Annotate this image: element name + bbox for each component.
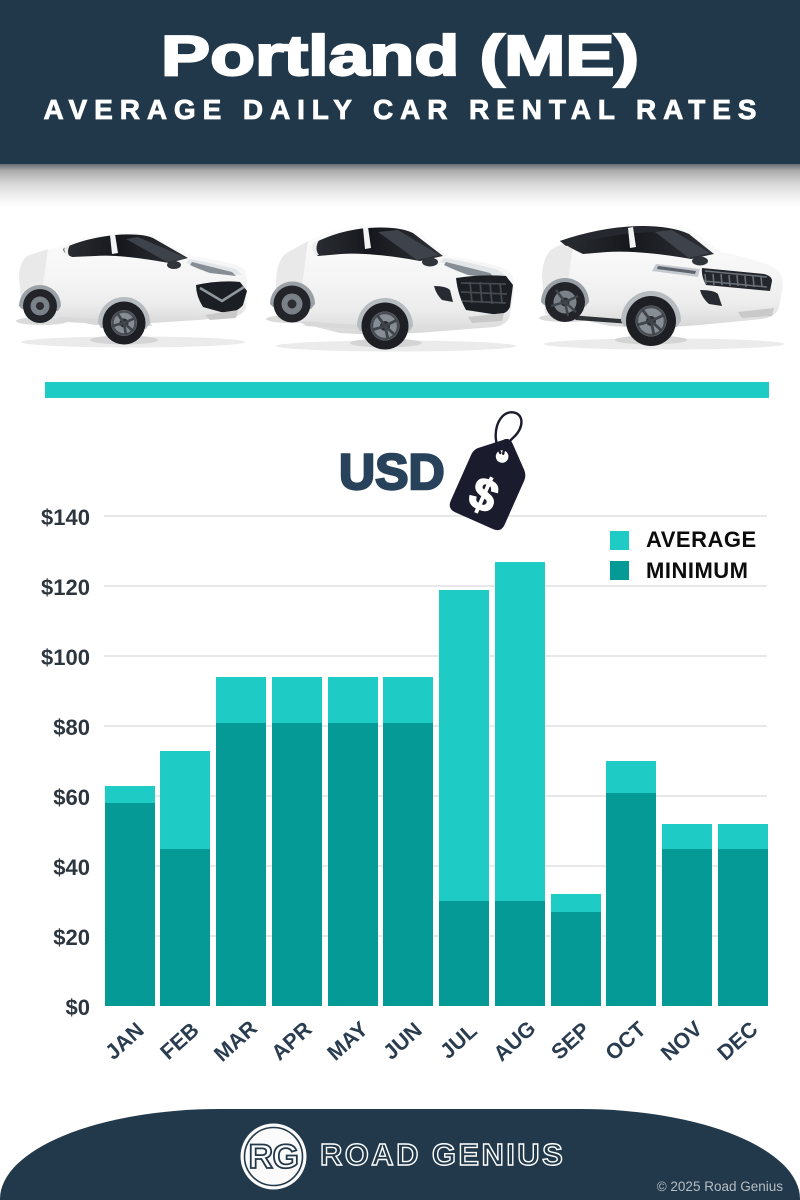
svg-text:ROAD GENIUS: ROAD GENIUS: [320, 1137, 565, 1172]
svg-text:RG: RG: [249, 1138, 299, 1176]
